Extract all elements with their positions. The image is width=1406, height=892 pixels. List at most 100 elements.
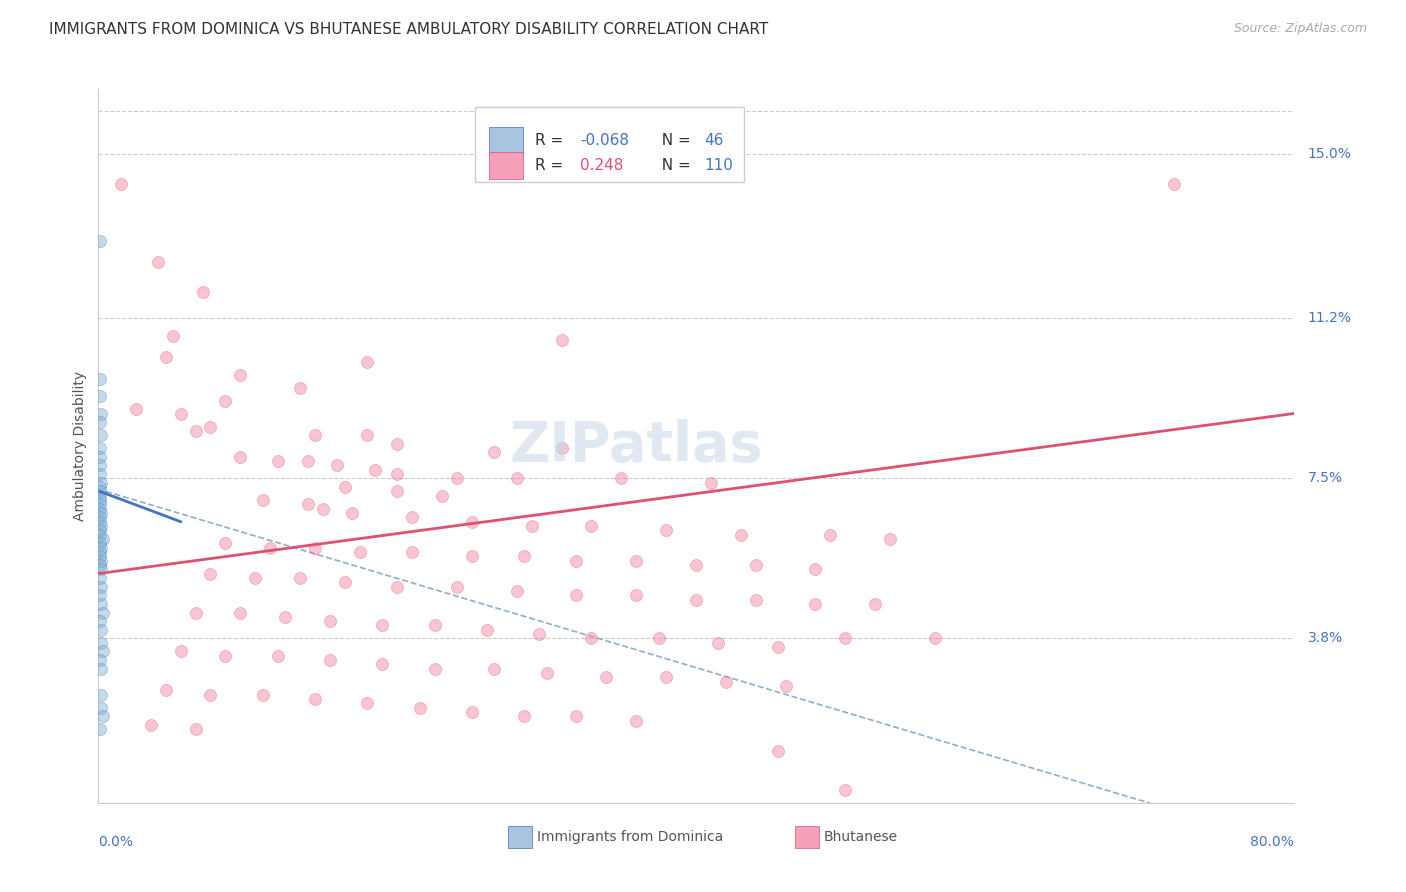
Point	[90, 597, 112, 611]
Point	[91, 644, 114, 658]
Point	[626, 588, 648, 602]
Point	[319, 653, 342, 667]
Point	[90, 662, 112, 676]
Point	[834, 782, 856, 797]
Point	[700, 475, 723, 490]
Point	[461, 549, 484, 564]
Point	[89, 524, 111, 538]
Point	[430, 489, 453, 503]
Point	[191, 285, 214, 300]
Point	[423, 618, 446, 632]
Point	[342, 506, 364, 520]
Point	[565, 588, 588, 602]
Point	[89, 234, 111, 248]
Point	[484, 662, 506, 676]
Point	[214, 536, 236, 550]
Point	[89, 614, 111, 628]
Point	[581, 632, 603, 646]
Point	[91, 532, 114, 546]
Point	[364, 463, 387, 477]
Text: N =: N =	[652, 133, 696, 148]
Point	[371, 657, 394, 672]
Point	[288, 571, 311, 585]
Point	[125, 402, 148, 417]
Point	[90, 700, 112, 714]
Point	[89, 497, 111, 511]
Point	[513, 709, 536, 723]
Point	[581, 519, 603, 533]
Point	[162, 328, 184, 343]
Point	[89, 489, 111, 503]
Point	[89, 501, 111, 516]
Point	[745, 592, 768, 607]
Point	[297, 497, 319, 511]
Point	[550, 441, 572, 455]
Point	[89, 484, 111, 499]
Point	[259, 541, 281, 555]
Point	[110, 178, 132, 192]
Point	[513, 549, 536, 564]
Point	[90, 475, 112, 490]
Point	[297, 454, 319, 468]
Point	[401, 545, 423, 559]
Text: 7.5%: 7.5%	[1308, 472, 1343, 485]
Point	[288, 381, 311, 395]
Point	[229, 368, 252, 382]
Text: -0.068: -0.068	[581, 133, 628, 148]
Point	[356, 428, 378, 442]
Point	[408, 700, 430, 714]
Point	[311, 501, 333, 516]
Point	[304, 541, 326, 555]
Point	[707, 636, 730, 650]
Point	[536, 666, 558, 681]
Text: 0.0%: 0.0%	[98, 835, 134, 849]
Point	[626, 553, 648, 567]
Point	[90, 519, 112, 533]
Point	[90, 562, 112, 576]
Point	[834, 632, 856, 646]
Point	[385, 467, 409, 482]
Point	[89, 415, 111, 429]
Text: 46: 46	[704, 133, 724, 148]
FancyBboxPatch shape	[489, 152, 523, 179]
FancyBboxPatch shape	[796, 826, 820, 847]
Point	[91, 709, 114, 723]
Point	[90, 688, 112, 702]
Point	[446, 580, 468, 594]
Point	[169, 407, 191, 421]
Point	[155, 683, 177, 698]
Point	[766, 744, 789, 758]
Point	[200, 419, 222, 434]
Point	[184, 424, 207, 438]
Point	[274, 610, 297, 624]
Point	[333, 480, 356, 494]
Point	[550, 333, 572, 347]
Text: Bhutanese: Bhutanese	[824, 830, 898, 844]
Point	[333, 575, 356, 590]
Point	[356, 696, 378, 710]
Point	[89, 441, 111, 455]
Point	[252, 493, 274, 508]
Point	[89, 515, 111, 529]
Point	[229, 450, 252, 464]
FancyBboxPatch shape	[475, 107, 744, 182]
Point	[89, 458, 111, 473]
Point	[804, 562, 827, 576]
Point	[169, 644, 191, 658]
Point	[90, 428, 112, 442]
Point	[1163, 178, 1185, 192]
Point	[214, 393, 236, 408]
Point	[626, 714, 648, 728]
Y-axis label: Ambulatory Disability: Ambulatory Disability	[73, 371, 87, 521]
Point	[89, 571, 111, 585]
Text: Immigrants from Dominica: Immigrants from Dominica	[537, 830, 723, 844]
Point	[865, 597, 887, 611]
Point	[730, 527, 752, 541]
Point	[527, 627, 550, 641]
Point	[90, 407, 112, 421]
Point	[326, 458, 349, 473]
Point	[89, 549, 111, 564]
Point	[89, 545, 111, 559]
Point	[775, 679, 797, 693]
Point	[89, 467, 111, 482]
